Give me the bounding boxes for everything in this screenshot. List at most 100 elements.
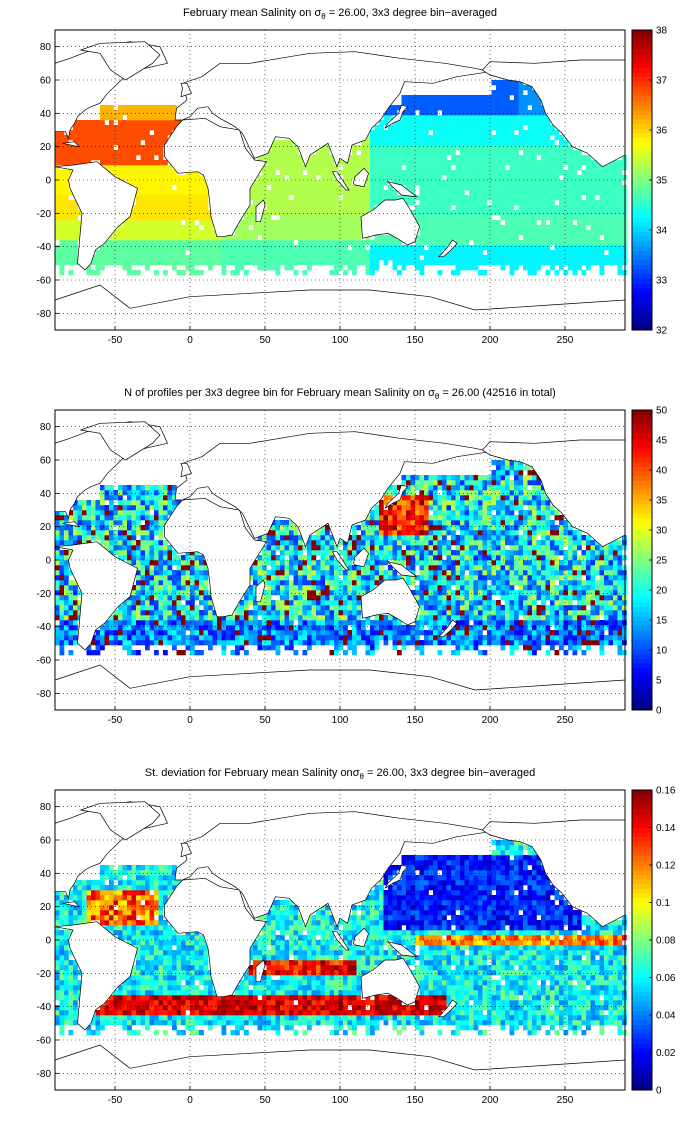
heatmap-cell xyxy=(275,650,281,656)
heatmap-cell xyxy=(433,135,438,141)
heatmap-cell xyxy=(419,240,425,246)
heatmap-cell xyxy=(311,535,317,541)
heatmap-cell xyxy=(311,595,317,601)
heatmap-cell xyxy=(514,90,519,96)
heatmap-cell xyxy=(163,115,168,121)
heatmap-cell xyxy=(109,635,114,641)
heatmap-cell xyxy=(401,95,407,101)
heatmap-cell xyxy=(293,150,299,156)
heatmap-cell xyxy=(527,205,533,211)
heatmap-cell xyxy=(59,220,65,226)
heatmap-cell xyxy=(149,625,155,631)
heatmap-cell xyxy=(248,600,254,606)
heatmap-cell xyxy=(131,525,137,531)
heatmap-cell xyxy=(55,625,60,631)
heatmap-cell xyxy=(419,515,425,521)
heatmap-cell xyxy=(289,160,294,166)
heatmap-cell xyxy=(298,635,303,641)
heatmap-cell xyxy=(235,230,240,236)
heatmap-cell xyxy=(145,495,150,501)
heatmap-cell xyxy=(298,250,303,256)
heatmap-cell xyxy=(595,245,600,251)
heatmap-cell xyxy=(604,205,609,211)
heatmap-cell xyxy=(77,530,83,536)
heatmap-cell xyxy=(473,200,479,206)
heatmap-cell xyxy=(352,580,357,586)
heatmap-cell xyxy=(320,565,326,571)
heatmap-cell xyxy=(451,220,456,226)
heatmap-cell xyxy=(428,580,434,586)
heatmap-cell xyxy=(460,115,465,121)
heatmap-cell xyxy=(379,245,384,251)
heatmap-cell xyxy=(577,160,582,166)
heatmap-cell xyxy=(424,150,429,156)
heatmap-cell xyxy=(235,255,240,261)
heatmap-cell xyxy=(109,150,114,156)
heatmap-cell xyxy=(113,545,119,551)
heatmap-cell xyxy=(590,260,596,266)
heatmap-cell xyxy=(388,115,393,121)
heatmap-cell xyxy=(320,560,326,566)
heatmap-cell xyxy=(59,595,65,601)
heatmap-cell xyxy=(392,160,398,166)
heatmap-cell xyxy=(478,155,483,161)
heatmap-cell xyxy=(239,620,245,626)
heatmap-cell xyxy=(208,610,213,616)
heatmap-cell xyxy=(491,125,497,131)
heatmap-cell xyxy=(100,150,105,156)
heatmap-cell xyxy=(325,565,330,571)
heatmap-cell xyxy=(388,535,393,541)
heatmap-cell xyxy=(145,490,150,496)
heatmap-cell xyxy=(455,220,461,226)
heatmap-cell xyxy=(158,520,164,526)
heatmap-cell xyxy=(136,650,141,656)
heatmap-cell xyxy=(64,630,69,636)
heatmap-cell xyxy=(284,205,290,211)
heatmap-cell xyxy=(266,205,272,211)
heatmap-cell xyxy=(568,215,573,221)
heatmap-cell xyxy=(266,170,272,176)
heatmap-cell xyxy=(284,235,290,241)
heatmap-cell xyxy=(419,250,425,256)
colorbar-segment xyxy=(632,301,652,307)
heatmap-cell xyxy=(559,255,564,261)
heatmap-cell xyxy=(257,640,263,646)
heatmap-cell xyxy=(392,615,398,621)
heatmap-cell xyxy=(581,260,587,266)
heatmap-cell xyxy=(172,605,177,611)
heatmap-cell xyxy=(136,140,141,146)
heatmap-cell xyxy=(509,130,515,136)
heatmap-cell xyxy=(428,165,434,171)
heatmap-cell xyxy=(289,555,294,561)
heatmap-cell xyxy=(307,645,312,651)
heatmap-cell xyxy=(536,165,542,171)
heatmap-cell xyxy=(127,550,132,556)
heatmap-cell xyxy=(334,230,339,236)
heatmap-cell xyxy=(379,190,384,196)
heatmap-cell xyxy=(181,585,186,591)
heatmap-cell xyxy=(613,175,618,181)
heatmap-cell xyxy=(185,565,191,571)
heatmap-cell xyxy=(280,525,285,531)
heatmap-cell xyxy=(455,105,461,111)
heatmap-cell xyxy=(136,225,141,231)
heatmap-cell xyxy=(500,255,506,261)
heatmap-cell xyxy=(320,220,326,226)
heatmap-cell xyxy=(311,200,317,206)
heatmap-cell xyxy=(131,595,137,601)
heatmap-cell xyxy=(172,125,177,131)
heatmap-cell xyxy=(284,260,290,266)
heatmap-cell xyxy=(415,130,420,136)
heatmap-cell xyxy=(190,570,195,576)
heatmap-cell xyxy=(199,270,204,276)
heatmap-cell xyxy=(158,495,164,501)
heatmap-cell xyxy=(334,200,339,206)
heatmap-cell xyxy=(55,580,60,586)
heatmap-cell xyxy=(487,185,492,191)
heatmap-cell xyxy=(109,240,114,246)
heatmap-cell xyxy=(541,130,546,136)
colorbar-segment xyxy=(632,30,652,36)
heatmap-cell xyxy=(347,195,353,201)
heatmap-cell xyxy=(203,575,209,581)
colorbar-segment xyxy=(632,156,652,162)
